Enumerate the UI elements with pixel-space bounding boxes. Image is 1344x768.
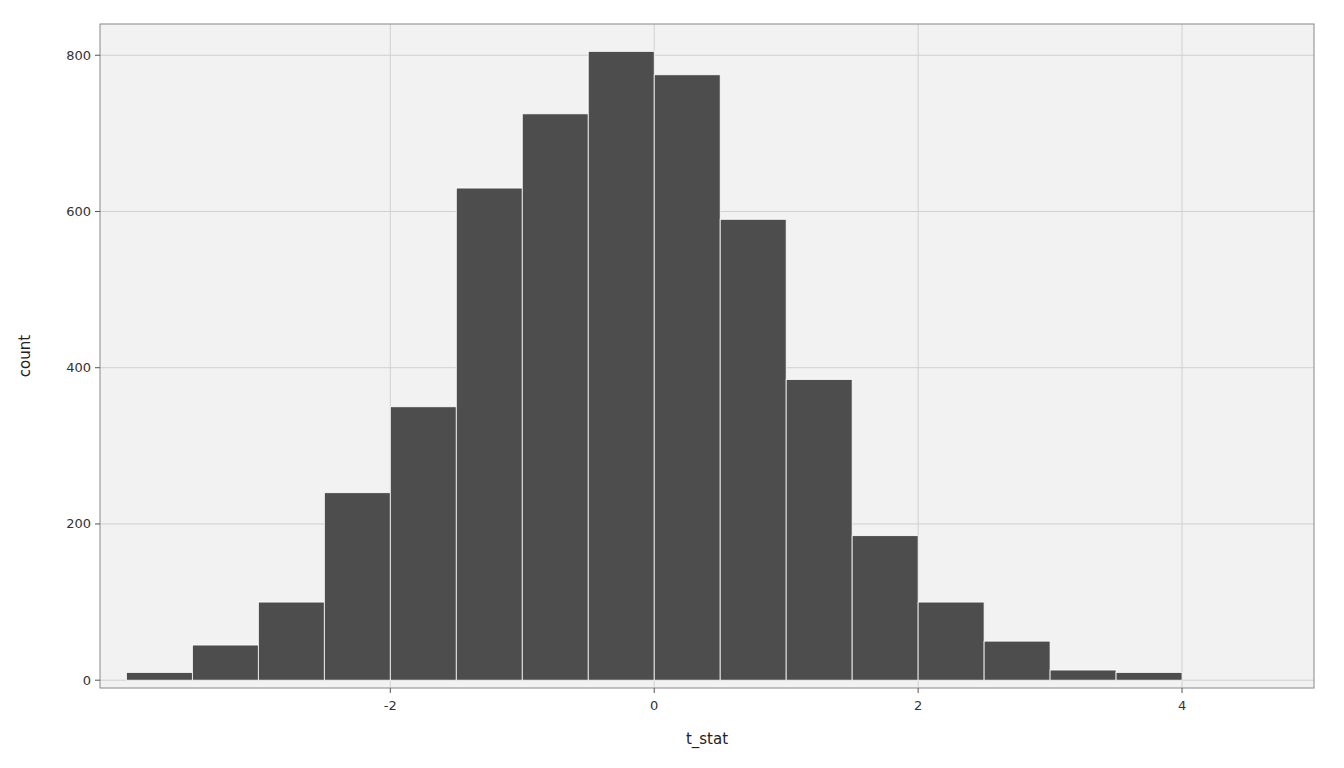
x-axis-label: t_stat	[686, 730, 728, 749]
y-axis-label: count	[16, 335, 34, 377]
histogram-bar	[786, 379, 852, 680]
y-tick-label: 0	[83, 673, 91, 688]
histogram-bar	[126, 672, 192, 680]
histogram-bar	[192, 645, 258, 680]
x-tick-label: 0	[650, 698, 658, 713]
histogram-bar	[984, 641, 1050, 680]
histogram-bar	[918, 602, 984, 680]
histogram-bar	[852, 536, 918, 681]
histogram-bar	[456, 188, 522, 680]
plot-background	[100, 24, 1314, 688]
x-tick	[654, 688, 655, 693]
chart-container: -2 0 2 4 0 200 400 600 800 t_stat count	[0, 0, 1344, 768]
y-tick-label: 400	[66, 360, 91, 375]
histogram-bar	[522, 114, 588, 680]
y-tick-label: 200	[66, 516, 91, 531]
histogram-bar	[720, 219, 786, 680]
histogram-bar	[390, 407, 456, 680]
y-tick	[95, 367, 100, 368]
y-tick	[95, 523, 100, 524]
bars	[126, 51, 1182, 680]
grid	[100, 24, 1314, 688]
histogram-bar	[1116, 672, 1182, 680]
y-grid-line	[100, 55, 1314, 56]
histogram-bar	[258, 602, 324, 680]
y-tick-label: 600	[66, 204, 91, 219]
x-grid-line	[1182, 24, 1183, 688]
plot-frame	[100, 24, 1314, 688]
x-tick-label: 4	[1178, 698, 1186, 713]
chart-svg: -2 0 2 4 0 200 400 600 800 t_stat count	[0, 0, 1344, 768]
histogram-bar	[654, 75, 720, 680]
x-tick	[918, 688, 919, 693]
axes: -2 0 2 4 0 200 400 600 800	[66, 48, 1186, 713]
y-tick	[95, 211, 100, 212]
x-tick	[390, 688, 391, 693]
x-tick-label: 2	[914, 698, 922, 713]
x-tick	[1182, 688, 1183, 693]
y-tick-label: 800	[66, 48, 91, 63]
y-tick	[95, 55, 100, 56]
histogram-bar	[1050, 670, 1116, 680]
y-tick	[95, 680, 100, 681]
x-tick-label: -2	[384, 698, 397, 713]
histogram-bar	[588, 51, 654, 680]
histogram-bar	[324, 493, 390, 680]
